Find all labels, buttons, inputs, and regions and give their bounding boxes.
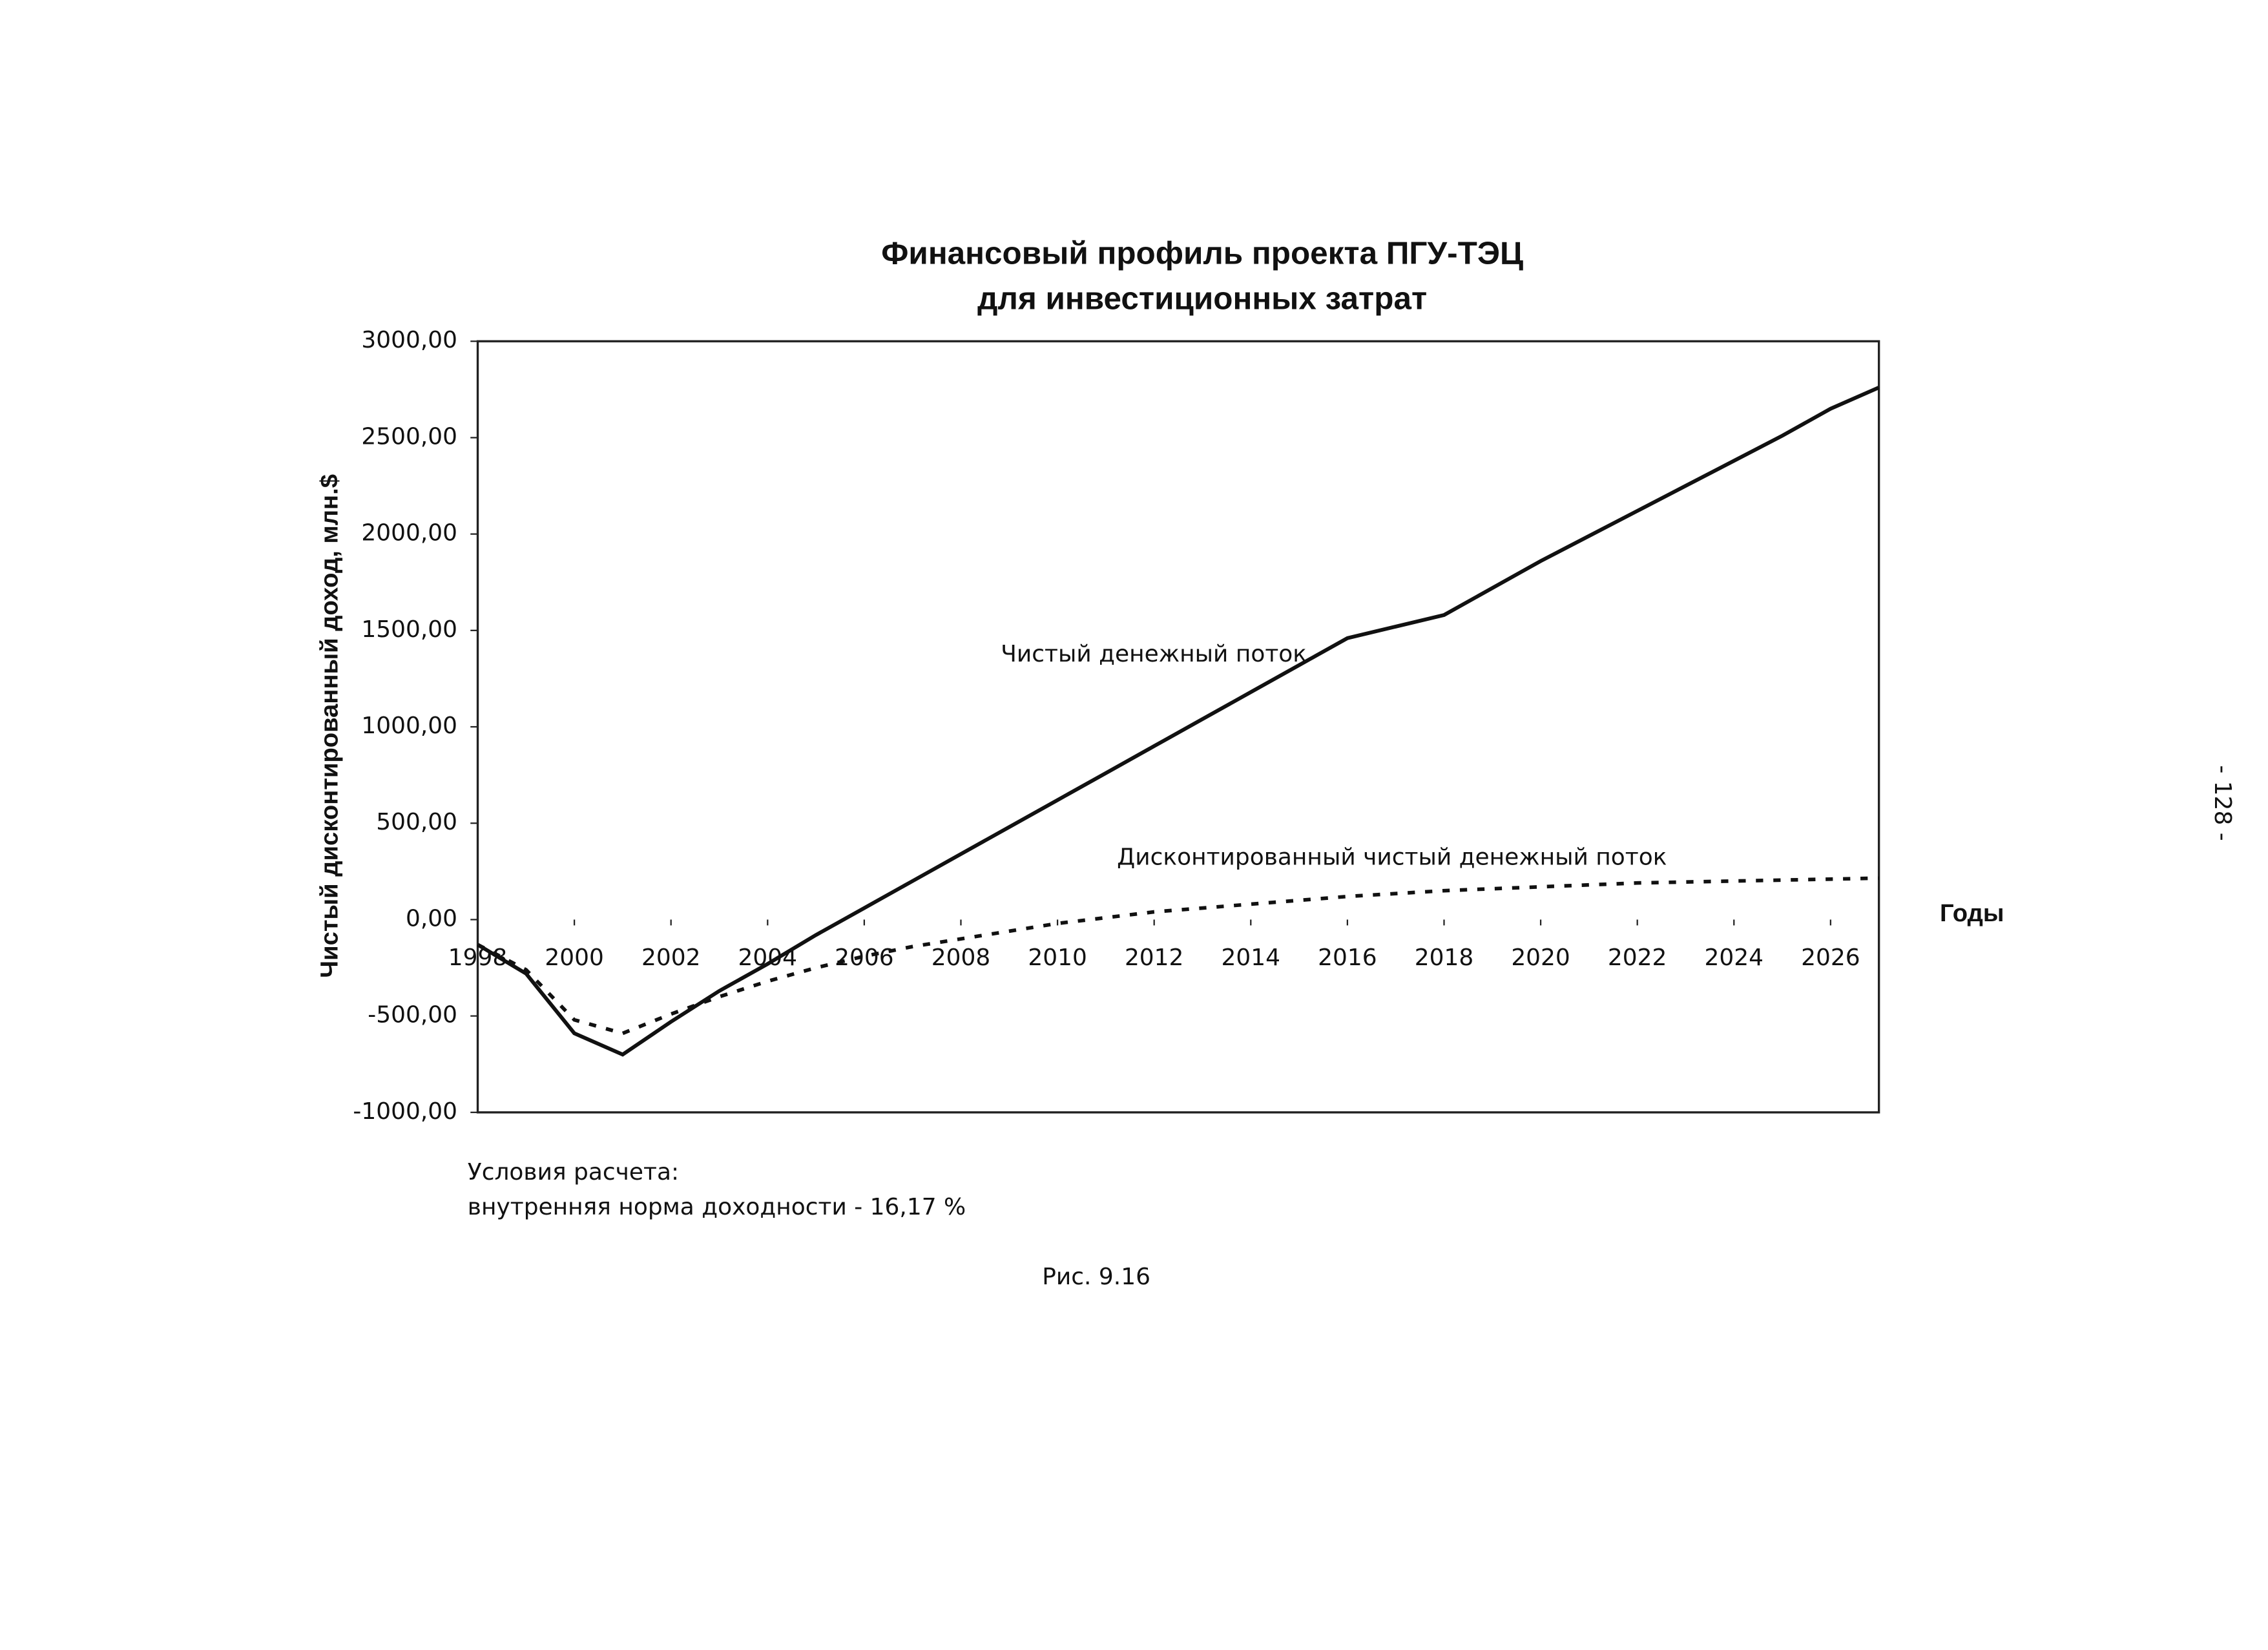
y-axis-label: Чистый дисконтированный доход, млн.$: [316, 474, 344, 978]
page-number: - 128 -: [2209, 765, 2236, 841]
y-tick-label: 1000,00: [361, 713, 457, 739]
y-tick-label: -1000,00: [353, 1098, 457, 1125]
x-tick-label: 2022: [1608, 945, 1667, 971]
x-tick-label: 2018: [1415, 945, 1474, 971]
y-tick-label: 0,00: [406, 905, 457, 932]
note: внутренняя норма доходности - 16,17 %: [468, 1194, 966, 1220]
y-tick-label: 500,00: [376, 809, 457, 835]
series-label: Дисконтированный чистый денежный поток: [1117, 844, 1667, 870]
x-tick-label: 2006: [835, 945, 894, 971]
x-tick-label: 2016: [1318, 945, 1377, 971]
y-tick-label: 1500,00: [361, 616, 457, 643]
x-tick-label: 2020: [1511, 945, 1570, 971]
y-tick-label: 2500,00: [361, 423, 457, 450]
y-tick-label: -500,00: [368, 1002, 457, 1029]
chart-title: Финансовый профиль проекта ПГУ-ТЭЦ: [881, 236, 1523, 271]
x-tick-label: 2014: [1222, 945, 1281, 971]
x-tick-label: 2008: [931, 945, 991, 971]
x-tick-label: 2026: [1801, 945, 1860, 971]
x-tick-label: 2004: [738, 945, 798, 971]
chart: Финансовый профиль проекта ПГУ-ТЭЦ для и…: [316, 236, 2236, 1290]
x-tick-label: 2012: [1125, 945, 1184, 971]
x-tick-label: 2010: [1028, 945, 1087, 971]
note: Условия расчета:: [468, 1159, 679, 1185]
x-tick-label: 2000: [545, 945, 604, 971]
y-tick-label: 3000,00: [361, 327, 457, 353]
caption: Рис. 9.16: [1042, 1264, 1150, 1290]
plot-frame: [476, 340, 1880, 1114]
chart-subtitle: для инвестиционных затрат: [977, 280, 1427, 316]
x-tick-label: 2002: [641, 945, 701, 971]
series-label: Чистый денежный поток: [1001, 641, 1307, 667]
y-tick-label: 2000,00: [361, 520, 457, 547]
x-tick-label: 2024: [1705, 945, 1763, 971]
x-axis-label: Годы: [1940, 899, 2004, 927]
series-line: [477, 386, 1880, 1057]
